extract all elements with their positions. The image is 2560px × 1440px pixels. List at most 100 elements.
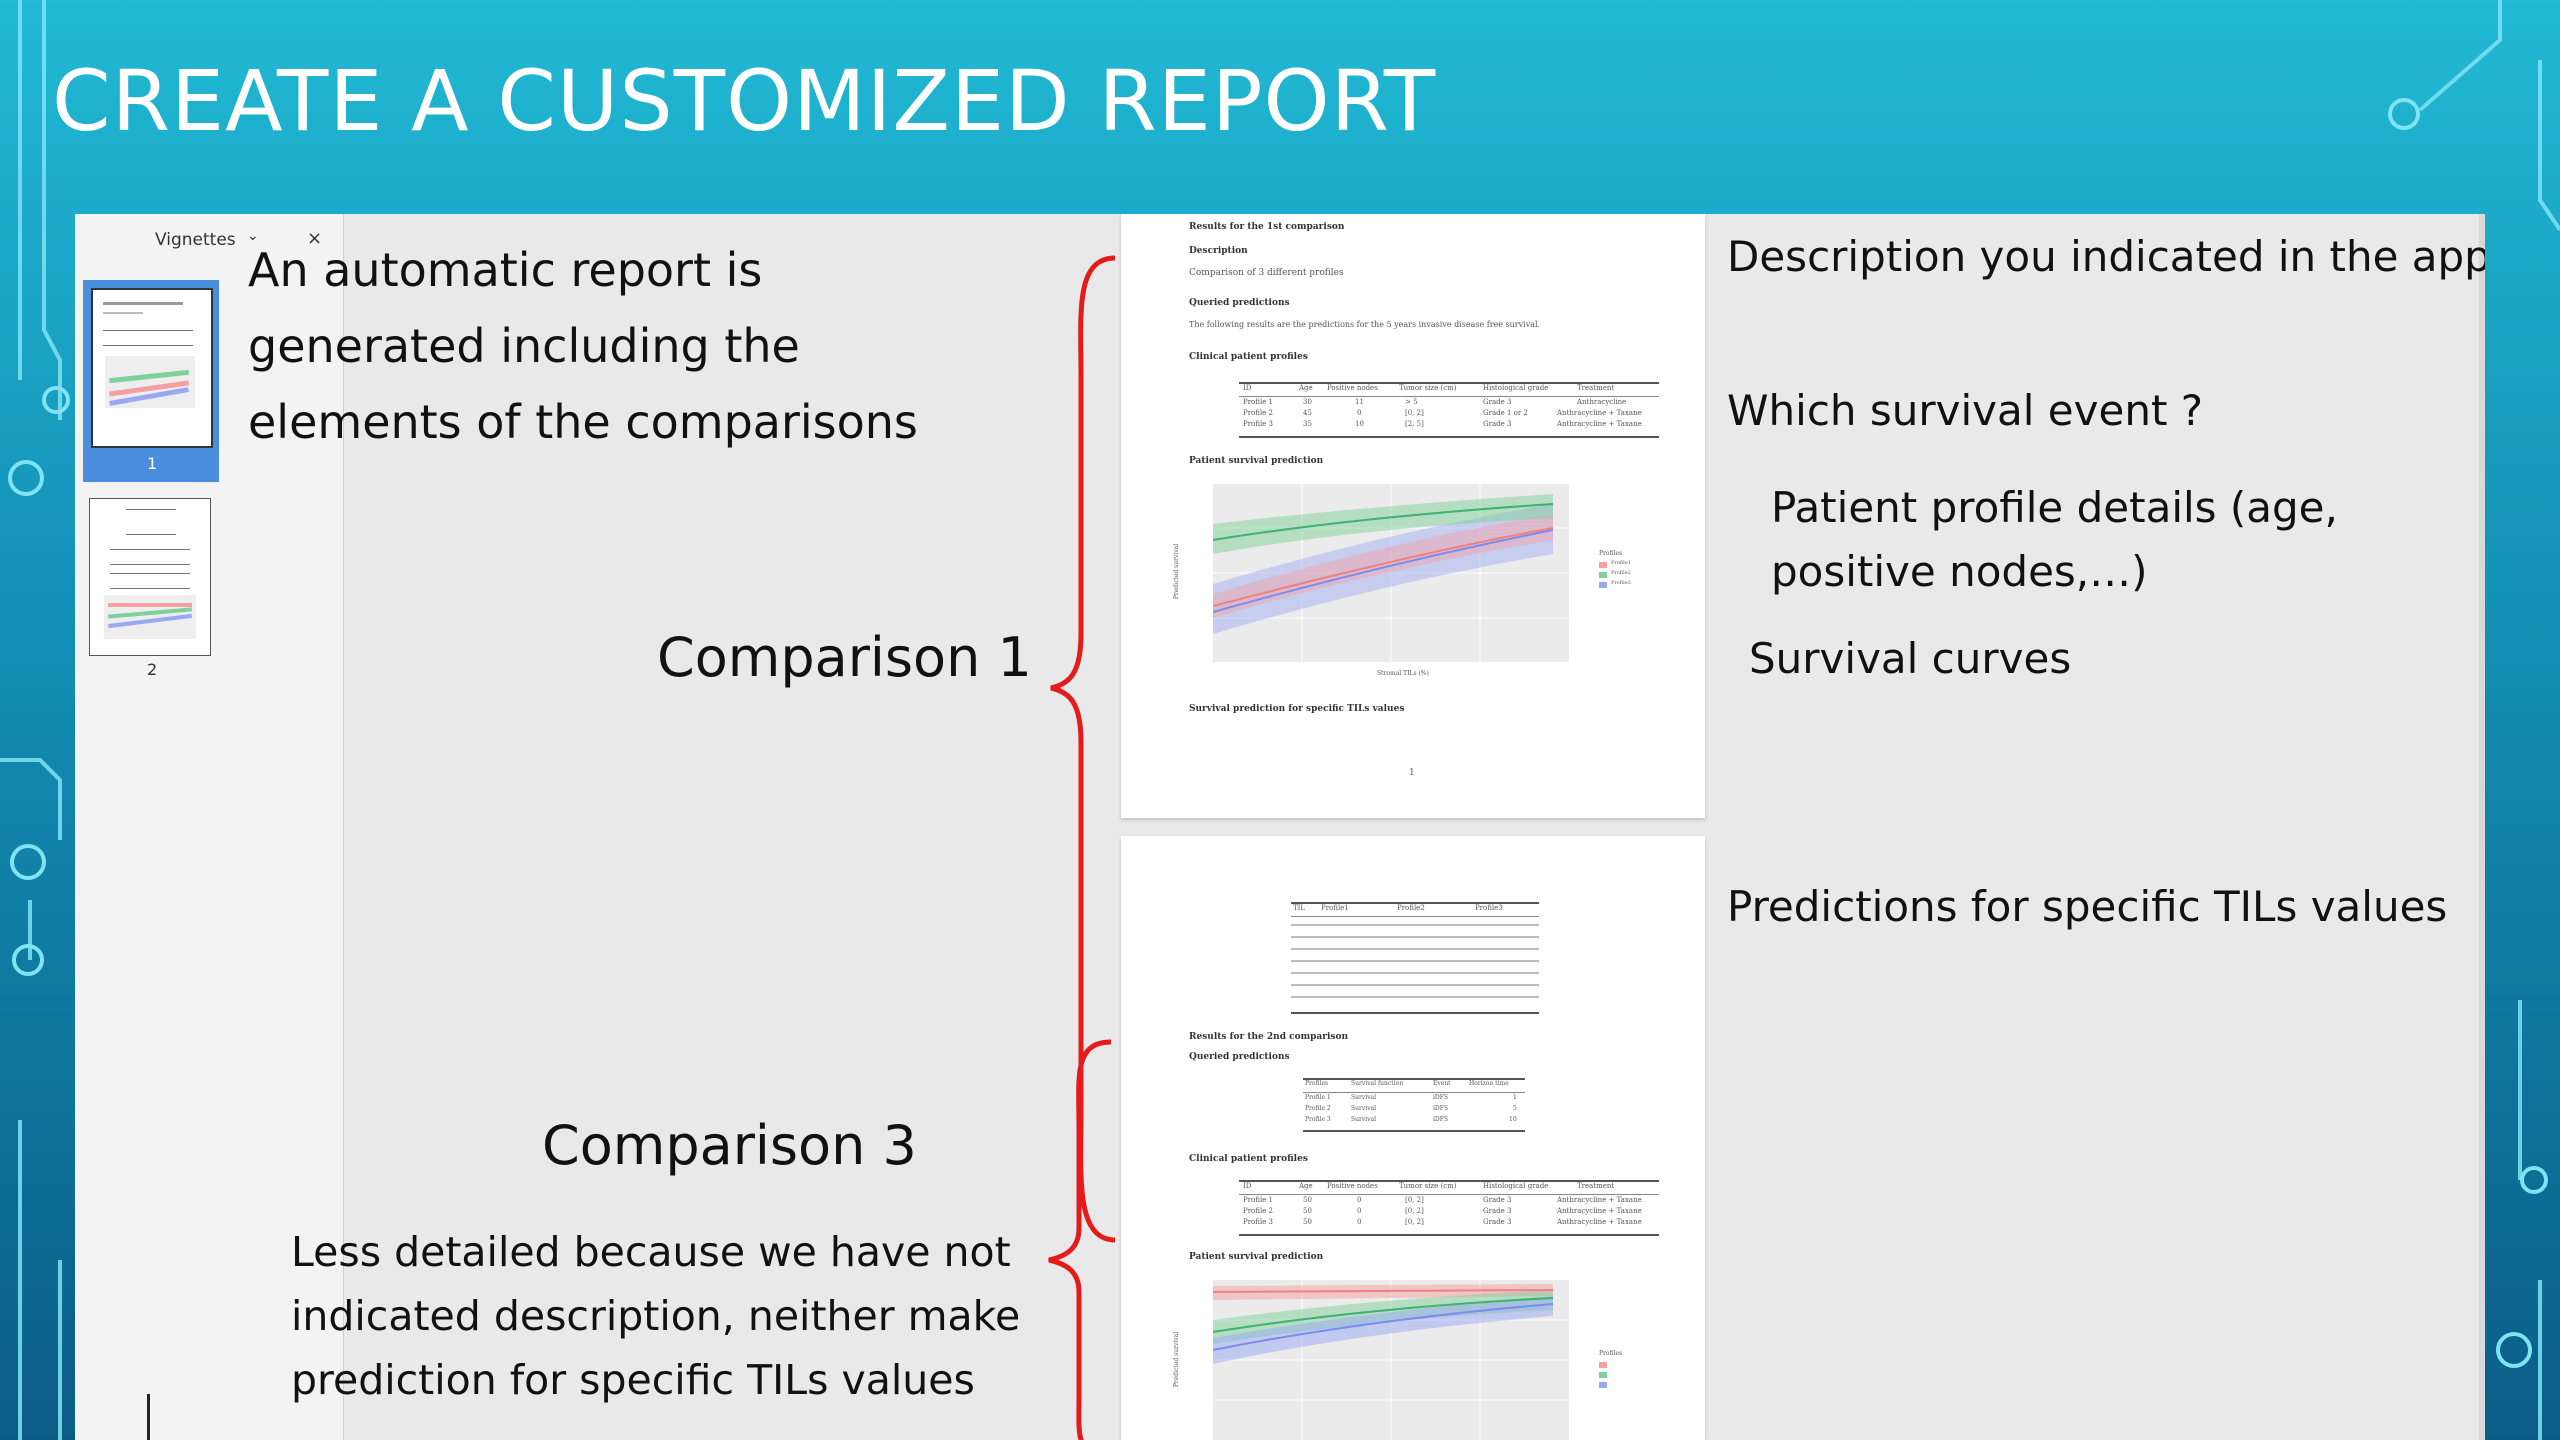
table-cell: > 5 xyxy=(1405,398,1418,406)
legend-swatch xyxy=(1599,582,1607,588)
vertical-scrollbar[interactable] xyxy=(2479,214,2485,1440)
report-page-1: Results for the 1st comparison Descripti… xyxy=(1121,214,1705,818)
legend-swatch xyxy=(1599,1382,1607,1388)
legend-swatch xyxy=(1599,1362,1607,1368)
description-text: Comparison of 3 different profiles xyxy=(1189,268,1344,278)
slide-title: CREATE A CUSTOMIZED REPORT xyxy=(52,52,1437,150)
text-cursor xyxy=(147,1394,150,1440)
plot-ylabel: Predicted survival xyxy=(1173,543,1181,600)
table-header: Tumor size (cm) xyxy=(1399,1182,1457,1190)
legend-title: Profiles xyxy=(1599,550,1623,557)
survival-heading: Patient survival prediction xyxy=(1189,456,1324,466)
queried-predictions-table: Profiles Survival function Event Horizon… xyxy=(1303,1078,1525,1132)
brace-comparison-3 xyxy=(1048,1039,1112,1440)
specific-heading: Survival prediction for specific TILs va… xyxy=(1189,704,1405,714)
profile-details-line: positive nodes,…) xyxy=(1771,547,2148,596)
table-cell: Survival xyxy=(1351,1105,1377,1112)
tils-prediction-table: TIL Profile1 Profile2 Profile3 xyxy=(1291,902,1539,1014)
queried-heading: Queried predictions xyxy=(1189,298,1290,308)
legend-swatch xyxy=(1599,562,1607,568)
less-detailed-line: indicated description, neither make xyxy=(291,1292,1021,1340)
comparison-3-label: Comparison 3 xyxy=(542,1114,917,1177)
table-cell: Anthracycline + Taxane xyxy=(1557,1196,1642,1204)
table-cell: Anthracycline + Taxane xyxy=(1557,1207,1642,1215)
table-cell: Profile 2 xyxy=(1243,1207,1273,1215)
legend-title: Profiles xyxy=(1599,1350,1623,1357)
survival-heading: Patient survival prediction xyxy=(1189,1252,1324,1262)
table-cell: Anthracycline + Taxane xyxy=(1557,420,1642,428)
table-header: Age xyxy=(1299,1182,1313,1190)
table-cell: 0 xyxy=(1357,409,1362,417)
survival-event-annotation: Which survival event ? xyxy=(1727,386,2204,435)
thumbnail-pane: Vignettes ⌄ × 1 2 xyxy=(75,214,344,1440)
table-header: ID xyxy=(1243,384,1252,392)
survival-plot xyxy=(1212,1280,1569,1440)
legend-item: Profile2 xyxy=(1611,570,1631,576)
pdf-viewer-screenshot: Vignettes ⌄ × 1 2 Results for the 1st c xyxy=(75,214,2485,1440)
queried-text: The following results are the prediction… xyxy=(1189,320,1541,329)
table-cell: 5 xyxy=(1513,1105,1517,1112)
close-icon[interactable]: × xyxy=(307,228,323,249)
report-page-2: TIL Profile1 Profile2 Profile3 Results f… xyxy=(1121,836,1705,1440)
description-annotation: Description you indicated in the app xyxy=(1727,232,2485,281)
queried-heading: Queried predictions xyxy=(1189,1052,1290,1062)
thumbnail-page-2[interactable] xyxy=(89,498,211,656)
table-header: Profile3 xyxy=(1475,904,1503,912)
plot-xlabel: Stromal TILs (%) xyxy=(1377,670,1429,677)
clinical-heading: Clinical patient profiles xyxy=(1189,1154,1308,1164)
table-cell: Grade 3 xyxy=(1483,1218,1512,1226)
table-header: Event xyxy=(1433,1080,1451,1087)
table-cell: Profile 3 xyxy=(1305,1116,1331,1123)
table-header: Tumor size (cm) xyxy=(1399,384,1457,392)
table-cell: 10 xyxy=(1355,420,1364,428)
table-cell: Profile 1 xyxy=(1243,1196,1273,1204)
profile-details-annotation: Patient profile details (age, positive n… xyxy=(1771,476,2338,604)
thumbnail-page-number: 2 xyxy=(147,660,158,679)
table-header: Positive nodes xyxy=(1327,1182,1378,1190)
thumbnail-page-1[interactable] xyxy=(91,288,213,448)
legend-swatch xyxy=(1599,1372,1607,1378)
table-cell: iDFS xyxy=(1433,1094,1449,1101)
clinical-heading: Clinical patient profiles xyxy=(1189,352,1308,362)
table-cell: [0, 2] xyxy=(1405,1218,1424,1226)
survival-curves xyxy=(1212,1280,1569,1440)
thumbnail-page-number: 1 xyxy=(147,454,158,473)
table-cell: 50 xyxy=(1303,1207,1312,1215)
clinical-profiles-table: ID Age Positive nodes Tumor size (cm) Hi… xyxy=(1239,382,1659,438)
table-cell: 0 xyxy=(1357,1218,1362,1226)
thumbnails-header[interactable]: Vignettes xyxy=(155,230,236,250)
table-cell: 1 xyxy=(1513,1094,1517,1101)
table-cell: Grade 3 xyxy=(1483,398,1512,406)
table-cell: Profile 1 xyxy=(1243,398,1273,406)
table-cell: [2, 5] xyxy=(1405,420,1424,428)
table-cell: Profile 2 xyxy=(1305,1105,1331,1112)
table-cell: Profile 1 xyxy=(1305,1094,1331,1101)
clinical-profiles-table: ID Age Positive nodes Tumor size (cm) Hi… xyxy=(1239,1180,1659,1236)
table-cell: 50 xyxy=(1303,1218,1312,1226)
survival-plot xyxy=(1212,484,1569,662)
table-cell: Anthracycline + Taxane xyxy=(1557,1218,1642,1226)
description-heading: Description xyxy=(1189,246,1248,256)
table-cell: Grade 3 xyxy=(1483,1196,1512,1204)
table-cell: Profile 2 xyxy=(1243,409,1273,417)
table-cell: Survival xyxy=(1351,1094,1377,1101)
table-header: Profiles xyxy=(1305,1080,1329,1087)
predictions-tils-annotation: Predictions for specific TILs values xyxy=(1727,882,2448,931)
less-detailed-annotation: Less detailed because we have not indica… xyxy=(291,1220,1020,1412)
table-header: TIL xyxy=(1293,904,1306,912)
table-header: Histological grade xyxy=(1483,1182,1549,1190)
intro-line: generated including the xyxy=(248,319,800,373)
table-cell: 0 xyxy=(1357,1207,1362,1215)
less-detailed-line: Less detailed because we have not xyxy=(291,1228,1011,1276)
table-cell: [0, 2] xyxy=(1405,1196,1424,1204)
table-header: Age xyxy=(1299,384,1313,392)
table-cell: 0 xyxy=(1357,1196,1362,1204)
chevron-down-icon[interactable]: ⌄ xyxy=(247,228,259,244)
table-cell: Grade 3 xyxy=(1483,1207,1512,1215)
table-cell: 35 xyxy=(1303,420,1312,428)
less-detailed-line: prediction for specific TILs values xyxy=(291,1356,975,1404)
table-cell: 11 xyxy=(1355,398,1364,406)
table-cell: Profile 3 xyxy=(1243,1218,1273,1226)
table-cell: Anthracycline xyxy=(1577,398,1627,406)
